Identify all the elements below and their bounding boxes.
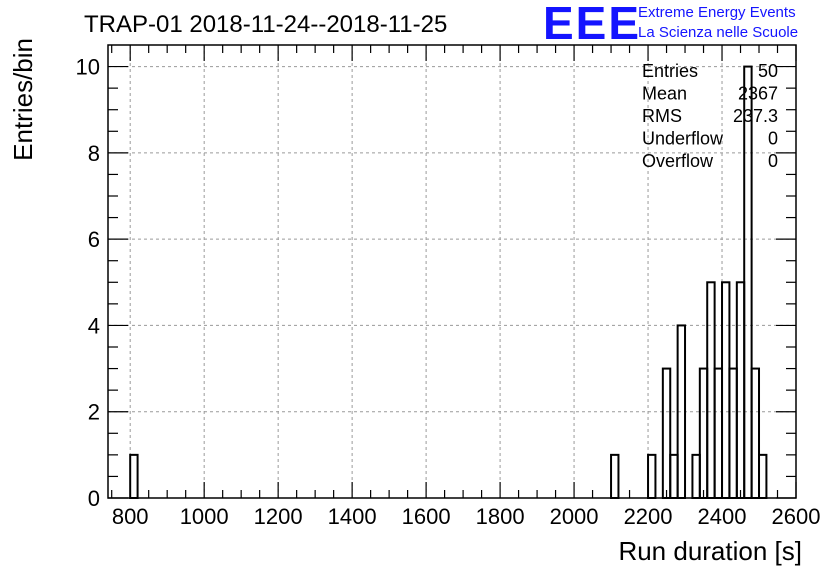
histogram-bin [610, 453, 620, 500]
stats-label: Mean [642, 84, 687, 104]
stats-value: 0 [768, 129, 778, 149]
y-tick-label: 0 [88, 486, 100, 511]
x-tick-label: 2400 [698, 504, 747, 529]
histogram-bin [721, 281, 731, 499]
stats-value: 50 [758, 61, 778, 81]
chart-title: TRAP-01 2018-11-24--2018-11-25 [84, 11, 447, 38]
y-tick-label: 10 [76, 55, 100, 80]
histogram-bin [691, 453, 701, 500]
y-axis-label: Entries/bin [8, 38, 38, 161]
x-tick-label: 1000 [180, 504, 229, 529]
grid-lines [108, 45, 797, 499]
y-tick-label: 4 [88, 313, 100, 338]
histogram-bin [713, 367, 724, 500]
histogram-bin [728, 367, 738, 500]
histogram-bin [661, 367, 672, 500]
stats-label: Entries [642, 61, 698, 81]
stats-label: RMS [642, 106, 682, 126]
x-tick-label: 800 [112, 504, 149, 529]
x-tick-label: 1600 [402, 504, 451, 529]
histogram-bin [647, 453, 657, 500]
x-tick-label: 2200 [624, 504, 673, 529]
histogram-bin [669, 453, 679, 500]
stats-label: Underflow [642, 129, 724, 149]
tick-labels: 800 1000 1200 1400 1600 1800 2000 2200 2400 26000… [76, 55, 821, 529]
histogram-bin [698, 367, 709, 500]
eee-logo: EEE Extreme Energy Events La Scienza nel… [543, 0, 833, 49]
y-tick-label: 2 [88, 400, 100, 425]
axes [107, 44, 797, 499]
stats-value: 2367 [738, 84, 778, 104]
x-tick-label: 1800 [476, 504, 525, 529]
stats-value: 237.3 [733, 106, 778, 126]
stats-value: 0 [768, 151, 778, 171]
logo-line-1: Extreme Energy Events [638, 4, 796, 21]
y-tick-label: 8 [88, 141, 100, 166]
histogram-bin [735, 281, 746, 499]
histogram-bin [129, 453, 139, 500]
x-axis-label: Run duration [s] [618, 536, 802, 566]
histogram-bin [743, 65, 753, 499]
x-tick-label: 1400 [328, 504, 377, 529]
y-tick-label: 6 [88, 227, 100, 252]
histogram-bin [750, 367, 761, 500]
x-tick-label: 2000 [550, 504, 599, 529]
plot-frame [107, 44, 797, 499]
x-tick-label: 1200 [254, 504, 303, 529]
histogram-bin [758, 453, 768, 500]
logo-line-2: La Scienza nelle Scuole [638, 24, 799, 41]
stats-box: Entries 50 Mean 2367 RMS 237.3 Underflow 0 Overf… [642, 61, 778, 171]
eee-logo-mark: EEE [543, 0, 642, 49]
x-tick-label: 2600 [772, 504, 821, 529]
histogram-bin [706, 281, 716, 499]
stats-label: Overflow [642, 151, 714, 171]
